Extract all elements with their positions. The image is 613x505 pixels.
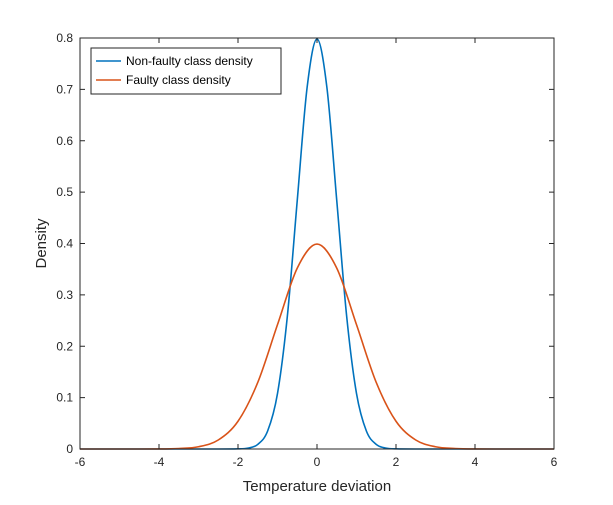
x-tick-label: 0 [314, 455, 321, 469]
y-tick-label: 0 [66, 442, 73, 456]
y-tick-label: 0.1 [56, 391, 73, 405]
x-tick-label: 4 [472, 455, 479, 469]
x-tick-label: -4 [154, 455, 165, 469]
y-tick-label: 0.4 [56, 237, 73, 251]
y-tick-label: 0.6 [56, 134, 73, 148]
legend-label: Non-faulty class density [126, 54, 253, 68]
x-axis-ticks: -6 -4 -2 0 2 4 6 [75, 38, 558, 469]
y-tick-label: 0.3 [56, 288, 73, 302]
legend-box [90, 47, 282, 95]
y-tick-label: 0.5 [56, 185, 73, 199]
y-tick-label: 0.2 [56, 339, 73, 353]
legend: Non-faulty class density Faulty class den… [90, 47, 282, 95]
y-tick-label: 0.8 [56, 31, 73, 45]
series-line-2 [80, 243, 554, 450]
y-axis-ticks: 0 0.1 0.2 0.3 0.4 0.5 0.6 0.7 0.8 [56, 31, 554, 456]
x-tick-label: -2 [233, 455, 244, 469]
legend-label: Faulty class density [126, 73, 231, 87]
y-axis-label: Density [33, 218, 50, 269]
x-tick-label: 2 [393, 455, 400, 469]
x-tick-label: 6 [551, 455, 558, 469]
legend-entries: Non-faulty class density Faulty class den… [96, 54, 253, 87]
x-axis-label: Temperature deviation [243, 478, 391, 495]
y-tick-label: 0.7 [56, 82, 73, 96]
x-tick-label: -6 [75, 455, 86, 469]
